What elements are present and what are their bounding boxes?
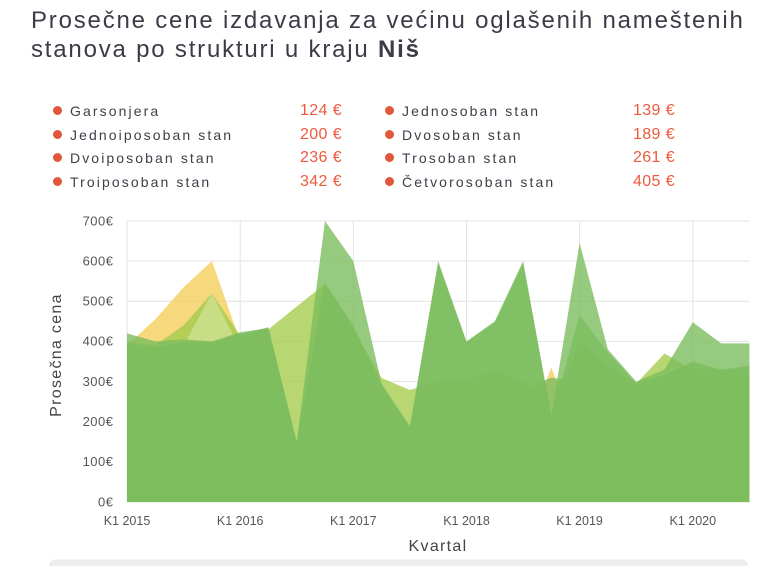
svg-text:700€: 700€ (83, 213, 114, 228)
svg-text:500€: 500€ (83, 294, 114, 309)
svg-text:200€: 200€ (83, 414, 114, 429)
svg-text:K1 2017: K1 2017 (330, 514, 377, 528)
svg-text:K1 2016: K1 2016 (217, 514, 264, 528)
svg-text:K1 2019: K1 2019 (556, 514, 603, 528)
svg-text:100€: 100€ (83, 454, 114, 469)
svg-text:K1 2020: K1 2020 (670, 514, 717, 528)
svg-text:0€: 0€ (98, 494, 114, 509)
svg-text:K1 2018: K1 2018 (443, 514, 490, 528)
svg-text:Prosečna cena: Prosečna cena (48, 293, 65, 417)
svg-text:K1 2015: K1 2015 (104, 514, 151, 528)
svg-text:Kvartal: Kvartal (409, 538, 468, 555)
svg-text:600€: 600€ (83, 253, 114, 268)
svg-text:400€: 400€ (83, 334, 114, 349)
svg-text:300€: 300€ (83, 374, 114, 389)
